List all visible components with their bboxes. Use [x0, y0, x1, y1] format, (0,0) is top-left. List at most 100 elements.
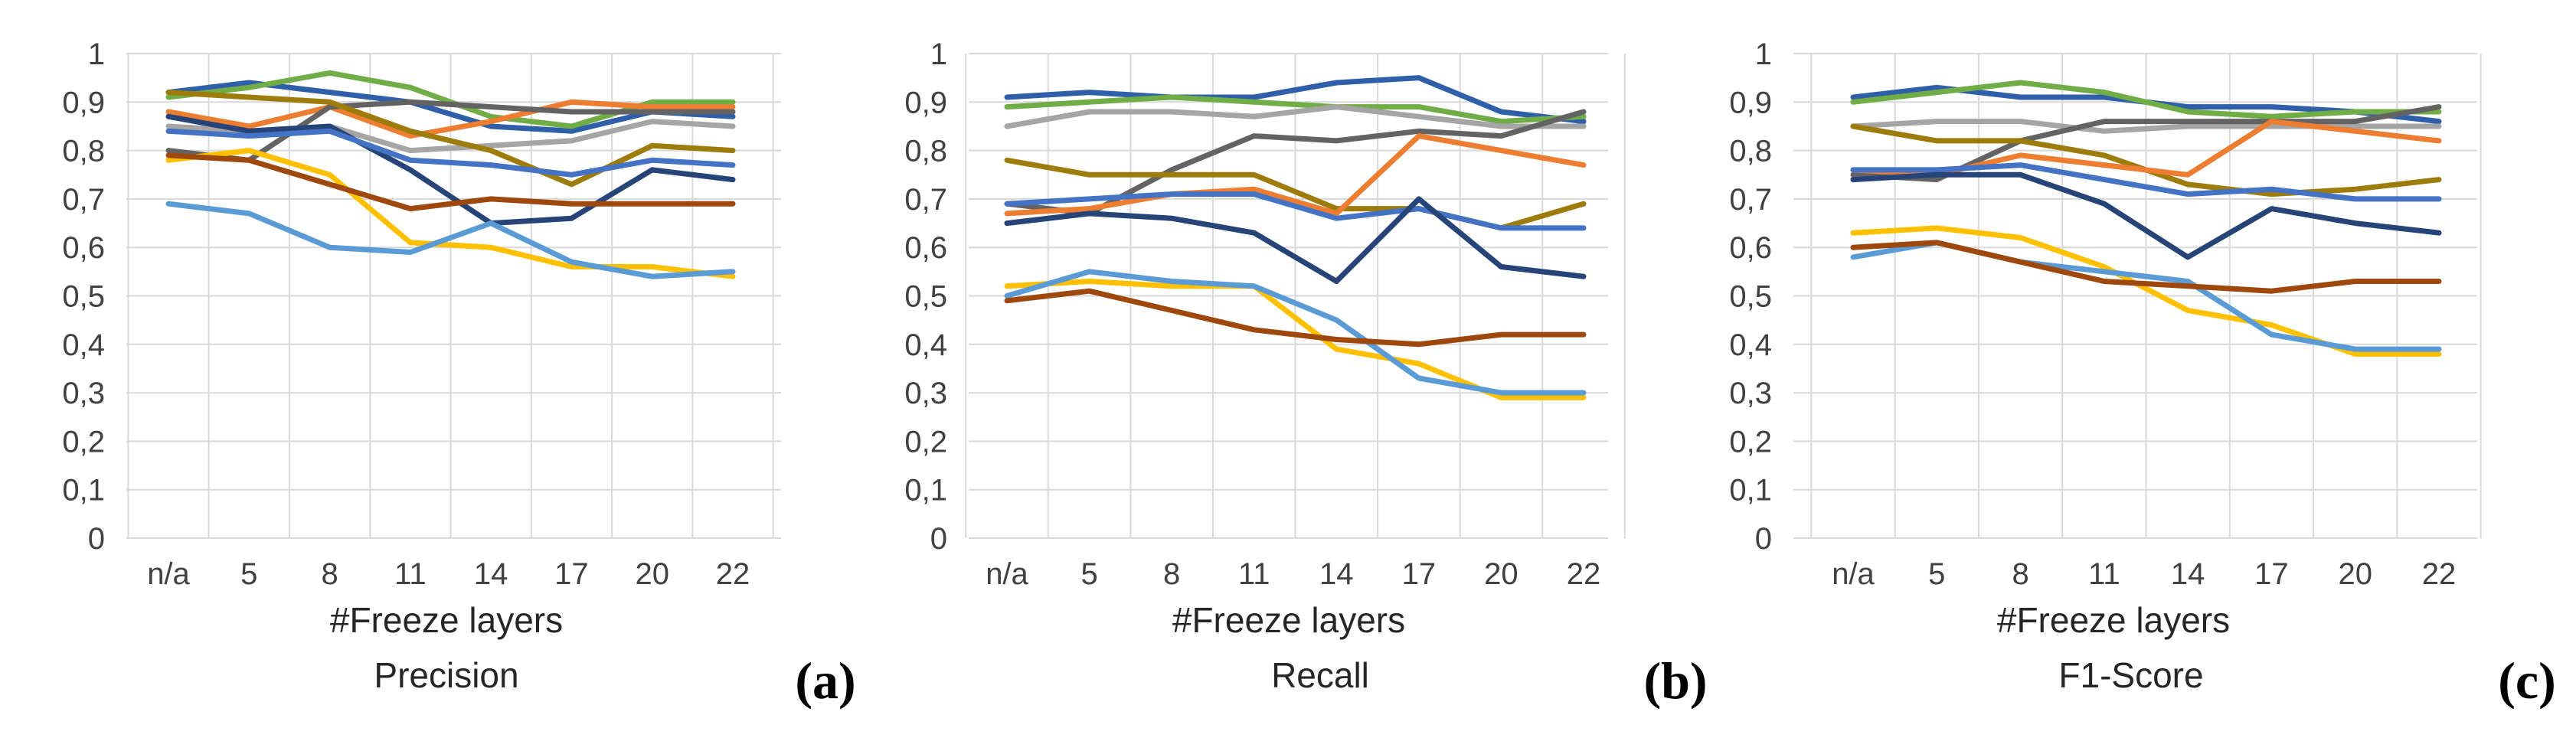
f1-y-tick-label: 0: [1755, 522, 1772, 556]
precision-series-line-6: [165, 90, 736, 188]
recall-series-line-3: [1004, 104, 1587, 129]
recall-y-ticks: 0 0,1 0,2 0,3 0,4 0,5 0,6 0,7 0,8 0,9 1: [904, 38, 947, 556]
precision-series-line-10: [165, 201, 736, 279]
f1-y-tick-label: 0,6: [1729, 231, 1772, 265]
precision-x-tick-label: 8: [321, 557, 338, 591]
recall-series-line-7: [1004, 191, 1587, 231]
recall-y-tick-label: 0,2: [904, 425, 947, 459]
f1-panel-tag: (c): [2498, 651, 2555, 710]
recall-series-line-10: [1004, 269, 1587, 396]
f1-x-tick-label: 20: [2338, 557, 2372, 591]
recall-y-tick-label: 0,8: [904, 135, 947, 168]
precision-x-tick-label: 20: [635, 557, 669, 591]
recall-x-tick-label: 20: [1484, 557, 1518, 591]
precision-y-tick-label: 0: [88, 522, 105, 556]
f1-title: F1-Score: [2058, 655, 2203, 695]
precision-y-tick-label: 0,3: [62, 377, 105, 410]
recall-y-tick-label: 0,7: [904, 183, 947, 217]
precision-y-tick-label: 0,8: [62, 135, 105, 168]
recall-x-ticks: n/a 5 8 11 14 17 20 22: [986, 557, 1600, 591]
recall-y-tick-label: 0,1: [904, 474, 947, 508]
f1-x-tick-label: 22: [2422, 557, 2457, 591]
recall-x-tick-label: 17: [1402, 557, 1437, 591]
f1-y-tick-label: 0,4: [1729, 328, 1772, 362]
f1-x-ticks: n/a 5 8 11 14 17 20 22: [1832, 557, 2456, 591]
precision-series: [165, 70, 736, 279]
recall-y-tick-label: 0,5: [904, 280, 947, 314]
recall-series-line-8: [1004, 196, 1587, 284]
precision-series-line-7: [165, 113, 736, 227]
precision-panel-tag: (a): [795, 651, 855, 710]
recall-series-line-2: [1004, 94, 1587, 125]
recall-y-tick-label: 0,6: [904, 231, 947, 265]
f1-y-tick-label: 1: [1755, 38, 1772, 71]
precision-x-ticks: n/a 5 8 11 14 17 20 22: [147, 557, 750, 591]
precision-x-tick-label: 5: [240, 557, 257, 591]
recall-x-tick-label: 5: [1080, 557, 1097, 591]
recall-y-tick-label: 0,9: [904, 86, 947, 119]
f1-series: [1850, 80, 2442, 357]
recall-gridlines: [965, 53, 1626, 539]
precision-y-ticks: 0 0,1 0,2 0,3 0,4 0,5 0,6 0,7 0,8 0,9 1: [62, 38, 105, 556]
f1-x-axis-label: #Freeze layers: [1997, 600, 2230, 640]
precision-series-line-5: [165, 99, 736, 163]
f1-x-tick-label: 5: [1928, 557, 1945, 591]
precision-series-line-8: [165, 128, 736, 178]
recall-x-tick-label: 14: [1319, 557, 1354, 591]
recall-x-tick-label: 11: [1238, 557, 1270, 591]
precision-y-tick-label: 0,4: [62, 328, 105, 362]
precision-y-tick-label: 0,6: [62, 231, 105, 265]
recall-x-tick-label: n/a: [986, 557, 1028, 591]
recall-y-tick-label: 0,4: [904, 328, 947, 362]
precision-y-tick-label: 1: [88, 38, 105, 71]
precision-y-tick-label: 0,7: [62, 183, 105, 217]
recall-panel: 0 0,1 0,2 0,3 0,4 0,5 0,6 0,7 0,8 0,9 1 n/a 5 8 11 14 1…: [904, 38, 1707, 710]
precision-series-line-3: [165, 99, 736, 139]
precision-y-tick-label: 0,9: [62, 86, 105, 119]
f1-series-line-8: [1850, 171, 2442, 260]
precision-x-tick-label: 14: [474, 557, 508, 591]
recall-x-tick-label: 22: [1567, 557, 1601, 591]
recall-series: [1004, 75, 1587, 400]
recall-series-line-6: [1004, 133, 1587, 217]
precision-x-tick-label: 11: [394, 557, 427, 591]
recall-y-tick-label: 0,3: [904, 377, 947, 410]
precision-y-tick-label: 0,5: [62, 280, 105, 314]
f1-y-tick-label: 0,5: [1729, 280, 1772, 314]
precision-x-tick-label: n/a: [147, 557, 190, 591]
f1-x-tick-label: 14: [2171, 557, 2205, 591]
f1-y-tick-label: 0,7: [1729, 183, 1772, 217]
f1-y-tick-label: 0,2: [1729, 425, 1772, 459]
precision-x-tick-label: 17: [554, 557, 589, 591]
recall-panel-tag: (b): [1643, 651, 1707, 710]
f1-x-tick-label: n/a: [1832, 557, 1875, 591]
f1-y-tick-label: 0,9: [1729, 86, 1772, 119]
precision-x-axis-label: #Freeze layers: [330, 600, 563, 640]
f1-series-line-2: [1850, 80, 2442, 119]
precision-y-tick-label: 0,2: [62, 425, 105, 459]
f1-x-tick-label: 17: [2254, 557, 2289, 591]
f1-y-ticks: 0 0,1 0,2 0,3 0,4 0,5 0,6 0,7 0,8 0,9 1: [1729, 38, 1772, 556]
recall-x-tick-label: 8: [1163, 557, 1180, 591]
recall-y-tick-label: 0: [930, 522, 947, 556]
f1-panel: 0 0,1 0,2 0,3 0,4 0,5 0,6 0,7 0,8 0,9 1 n/a 5 8 11 14 1…: [1729, 38, 2555, 710]
precision-title: Precision: [374, 655, 518, 695]
precision-x-tick-label: 22: [716, 557, 750, 591]
precision-series-line-9: [165, 148, 736, 279]
recall-y-tick-label: 1: [930, 38, 947, 71]
recall-x-axis-label: #Freeze layers: [1172, 600, 1405, 640]
recall-title: Recall: [1271, 655, 1369, 695]
f1-y-tick-label: 0,3: [1729, 377, 1772, 410]
f1-series-line-7: [1850, 162, 2442, 202]
precision-series-line-11: [165, 152, 736, 212]
precision-panel: 0 0,1 0,2 0,3 0,4 0,5 0,6 0,7 0,8 0,9 1 n/a 5 8 11 14 1…: [62, 38, 855, 710]
f1-x-tick-label: 11: [2088, 557, 2120, 591]
f1-y-tick-label: 0,8: [1729, 135, 1772, 168]
f1-series-line-11: [1850, 240, 2442, 294]
f1-series-line-3: [1850, 119, 2442, 134]
precision-y-tick-label: 0,1: [62, 474, 105, 508]
recall-series-line-1: [1004, 75, 1587, 125]
f1-x-tick-label: 8: [2012, 557, 2028, 591]
recall-series-line-11: [1004, 288, 1587, 348]
